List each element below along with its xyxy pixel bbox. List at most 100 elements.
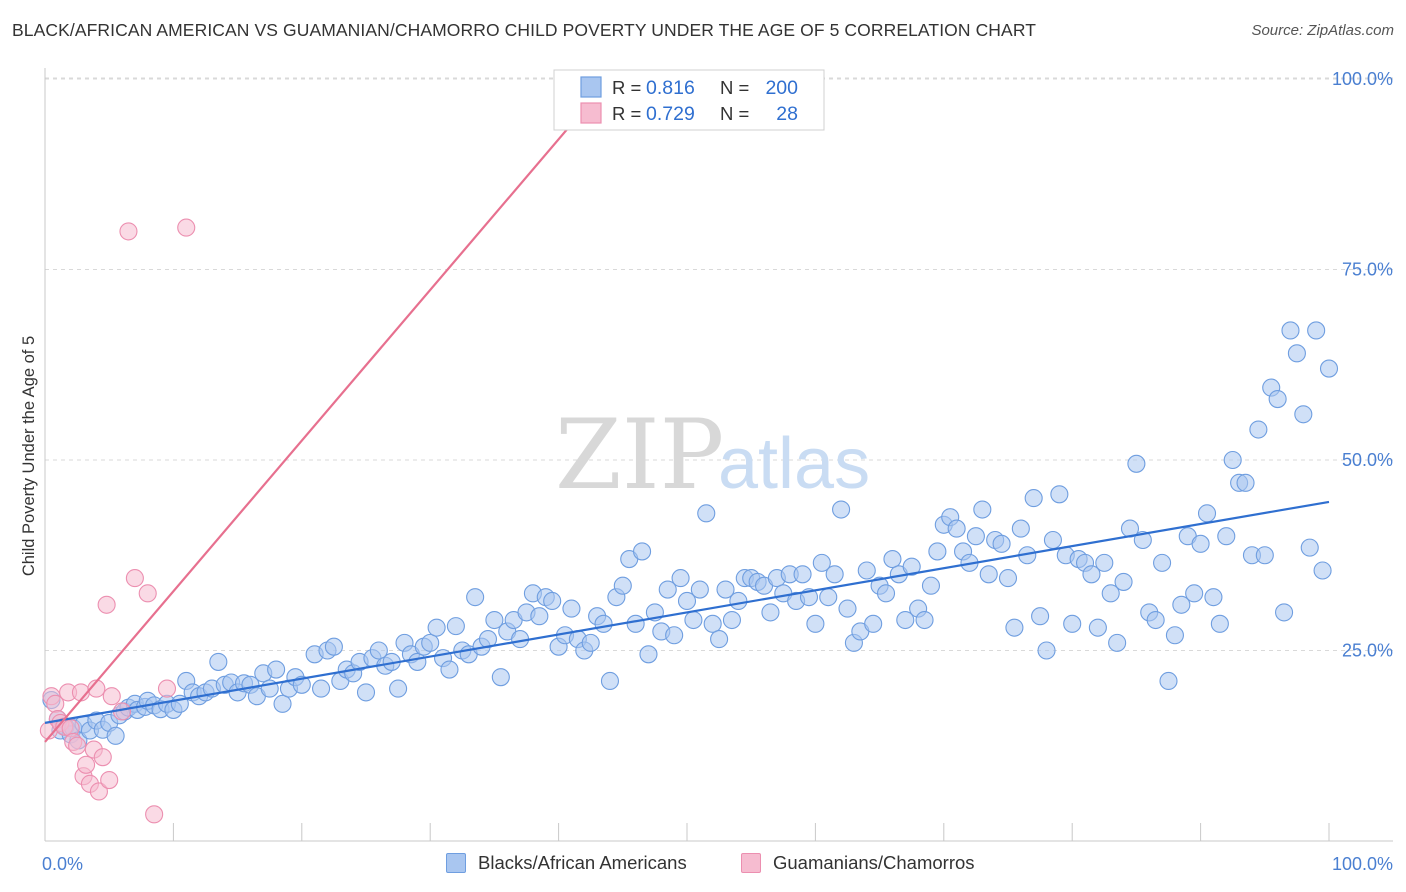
blue-point-198: [1294, 405, 1313, 424]
blue-point-63: [427, 618, 446, 637]
blue-point-60: [408, 652, 427, 671]
correlation-legend: R = 0.816 N = 200 R = 0.729 N = 28: [553, 69, 825, 131]
blue-point-140: [921, 576, 941, 595]
blue-point-166: [1088, 618, 1107, 637]
x-tick-labels: 0.0% 100.0%: [42, 854, 1393, 874]
blue-point-158: [1037, 641, 1056, 660]
blue-point-69: [466, 588, 485, 607]
bottom-legend: Blacks/African Americans Guamanians/Cham…: [0, 852, 1406, 878]
blue-point-66: [446, 617, 465, 636]
blue-point-102: [677, 591, 697, 611]
blue-point-178: [1165, 626, 1184, 645]
blue-point-170: [1114, 572, 1133, 591]
source-label: Source: ZipAtlas.com: [1251, 22, 1394, 39]
blue-point-124: [819, 588, 838, 607]
trendlines: [44, 78, 1330, 743]
bottom-legend-label-pink: Guamanians/Chamorros: [773, 852, 975, 873]
blue-point-105: [697, 504, 716, 523]
blue-point-84: [562, 599, 581, 618]
blue-point-94: [626, 614, 645, 633]
axes: [44, 68, 1393, 842]
blue-point-52: [356, 683, 376, 702]
blue-point-159: [1043, 530, 1062, 550]
y-tick-label-50: 50.0%: [1342, 450, 1393, 470]
bottom-legend-label-blue: Blacks/African Americans: [478, 852, 687, 873]
blue-point-123: [812, 553, 831, 572]
blue-point-12: [106, 726, 125, 745]
blue-point-202: [1319, 359, 1339, 378]
blue-point-120: [793, 565, 812, 584]
blue-point-172: [1127, 454, 1146, 473]
blue-point-165: [1082, 565, 1101, 584]
blue-point-125: [825, 565, 844, 584]
ticks: [44, 823, 1330, 841]
blue-point-30: [209, 652, 228, 671]
pink-point-20: [102, 687, 121, 706]
blue-point-139: [915, 610, 934, 630]
pink-point-16: [89, 782, 108, 801]
blue-point-45: [312, 679, 331, 698]
blue-point-127: [838, 599, 857, 618]
blue-point-137: [902, 557, 921, 576]
blue-point-185: [1210, 614, 1229, 633]
pink-point-22: [119, 222, 138, 241]
blue-point-104: [690, 580, 709, 599]
bottom-legend-item-pink: Guamanians/Chamorros: [741, 852, 975, 874]
legend-swatch-pink: [580, 102, 602, 124]
blue-series-points: [42, 321, 1339, 750]
blue-point-115: [761, 603, 780, 622]
bottom-legend-item-blue: Blacks/African Americans: [446, 852, 687, 874]
pink-point-26: [157, 679, 177, 698]
legend-n-value-2: 28: [776, 103, 798, 125]
blue-point-144: [947, 519, 966, 538]
blue-point-133: [876, 584, 896, 603]
legend-n-label-1: N =: [720, 77, 749, 98]
pink-point-27: [177, 218, 196, 237]
y-axis-label: Child Poverty Under the Age of 5: [20, 336, 38, 576]
watermark: ZIP atlas: [555, 399, 870, 511]
bottom-legend-swatch-pink: [741, 853, 761, 873]
gridlines: [45, 77, 1393, 651]
legend-r-label-1: R =: [612, 77, 641, 98]
blue-point-194: [1268, 389, 1287, 409]
legend-r-value-2: 0.729: [646, 103, 695, 125]
blue-point-154: [1011, 519, 1030, 538]
blue-point-152: [998, 569, 1018, 588]
blue-point-81: [543, 591, 562, 611]
y-tick-label-25: 25.0%: [1342, 641, 1393, 661]
blue-point-99: [658, 580, 677, 599]
pink-trendline: [44, 78, 611, 743]
blue-point-39: [267, 660, 286, 679]
blue-point-189: [1236, 473, 1255, 492]
blue-point-176: [1153, 553, 1172, 572]
blue-point-156: [1024, 489, 1043, 508]
blue-point-136: [896, 610, 915, 630]
x-tick-label-min: 0.0%: [42, 854, 83, 874]
blue-point-200: [1307, 321, 1326, 340]
legend-n-value-1: 200: [765, 77, 798, 99]
blue-point-169: [1108, 633, 1127, 652]
blue-point-122: [806, 614, 825, 633]
blue-point-89: [594, 614, 613, 633]
blue-point-197: [1287, 344, 1306, 363]
blue-point-130: [857, 561, 876, 580]
blue-point-141: [928, 542, 947, 561]
legend-r-value-1: 0.816: [646, 77, 695, 99]
watermark-atlas: atlas: [718, 424, 870, 504]
chart-title: BLACK/AFRICAN AMERICAN VS GUAMANIAN/CHAM…: [12, 20, 1037, 40]
blue-point-186: [1217, 527, 1236, 546]
legend-n-label-2: N =: [720, 103, 749, 124]
y-tick-labels: 25.0% 50.0% 75.0% 100.0%: [1332, 69, 1393, 661]
pink-point-24: [138, 584, 157, 603]
blue-point-147: [966, 527, 985, 546]
blue-point-134: [883, 550, 902, 569]
x-tick-label-max: 100.0%: [1332, 854, 1393, 874]
blue-point-168: [1101, 584, 1120, 603]
blue-point-40: [273, 694, 292, 713]
blue-point-167: [1095, 553, 1114, 572]
blue-point-95: [633, 542, 652, 561]
legend-swatch-blue: [580, 76, 602, 98]
blue-point-157: [1031, 607, 1050, 626]
blue-point-92: [613, 576, 632, 595]
